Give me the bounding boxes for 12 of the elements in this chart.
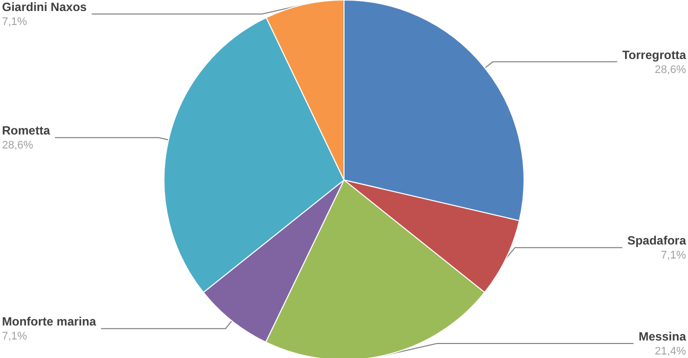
data-label: 7,1% [2,330,28,343]
data-label: 7,1% [660,250,686,262]
slice-label: Rometta [2,124,50,138]
data-label: 7,1% [2,16,28,28]
data-label: 28,6% [654,64,686,76]
slice-label: Messina [638,330,686,344]
slice-label: Monforte marina [2,314,96,329]
slice-label: Giardini Naxos [2,0,88,14]
slice-label: Torregrotta [622,48,686,62]
slice-label: Spadafora [627,234,686,248]
data-label: 21,4% [654,346,686,358]
data-label: 28,6% [2,140,34,152]
